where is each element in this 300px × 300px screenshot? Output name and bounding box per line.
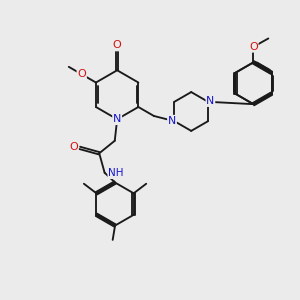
Text: NH: NH xyxy=(108,168,124,178)
Text: O: O xyxy=(69,142,78,152)
Text: O: O xyxy=(77,69,86,79)
Text: O: O xyxy=(249,42,258,52)
Text: N: N xyxy=(206,96,214,106)
Text: O: O xyxy=(113,40,122,50)
Text: N: N xyxy=(168,116,176,126)
Text: N: N xyxy=(113,114,121,124)
